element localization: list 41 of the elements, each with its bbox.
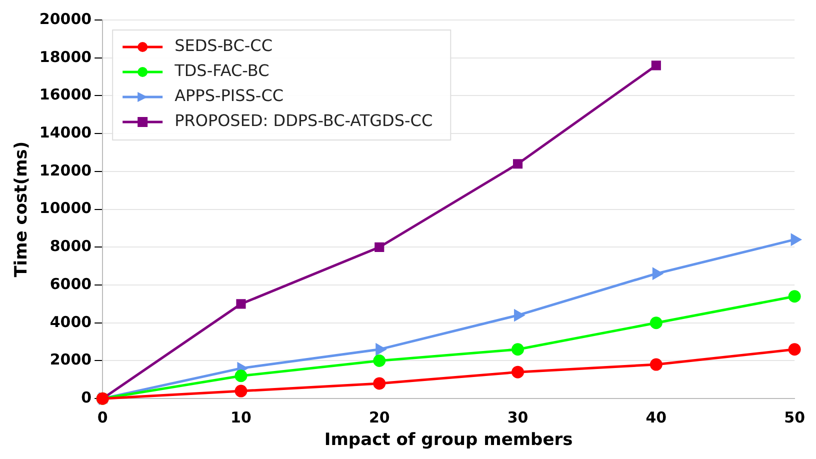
point (651, 60, 661, 70)
y-tick-label: 18000 (39, 48, 92, 66)
legend-label: TDS-FAC-BC (174, 61, 270, 80)
y-tick-label: 2000 (50, 350, 92, 369)
legend-label: SEDS-BC-CC (174, 36, 273, 56)
point (652, 268, 662, 280)
point (512, 343, 524, 356)
y-tick-label: 16000 (39, 86, 92, 104)
point (512, 366, 524, 378)
y-tick-label: 12000 (39, 161, 92, 180)
x-tick-label: 10 (230, 408, 252, 426)
point (650, 358, 662, 371)
point (790, 234, 801, 246)
x-tick-label: 30 (507, 408, 528, 426)
x-axis-title: Impact of group members (324, 430, 573, 450)
point (234, 370, 248, 382)
point (788, 290, 801, 303)
y-tick-label: 14000 (39, 123, 92, 142)
y-axis-title: Time cost(ms) (12, 141, 32, 278)
y-tick-label: 8000 (50, 237, 92, 256)
point (373, 377, 386, 390)
point (234, 384, 248, 398)
x-tick-label: 40 (646, 408, 667, 426)
y-tick-label: 10000 (39, 199, 92, 218)
point (374, 242, 384, 252)
point (236, 299, 246, 309)
legend-label: PROPOSED: DDPS-BC-ATGDS-CC (174, 111, 433, 130)
point (376, 344, 386, 355)
y-tick-label: 4000 (50, 312, 92, 331)
point (373, 354, 386, 367)
point (514, 310, 524, 321)
x-tick-label: 20 (368, 408, 390, 426)
x-tick-label: 0 (97, 408, 108, 426)
point (512, 159, 523, 169)
x-tick-label: 50 (784, 408, 805, 426)
legend-label: APPS-PISS-CC (174, 86, 284, 106)
y-tick-label: 6000 (50, 274, 92, 293)
point (650, 316, 662, 330)
y-tick-label: 0 (81, 388, 92, 406)
point (788, 343, 801, 356)
y-tick-label: 20000 (39, 10, 92, 28)
